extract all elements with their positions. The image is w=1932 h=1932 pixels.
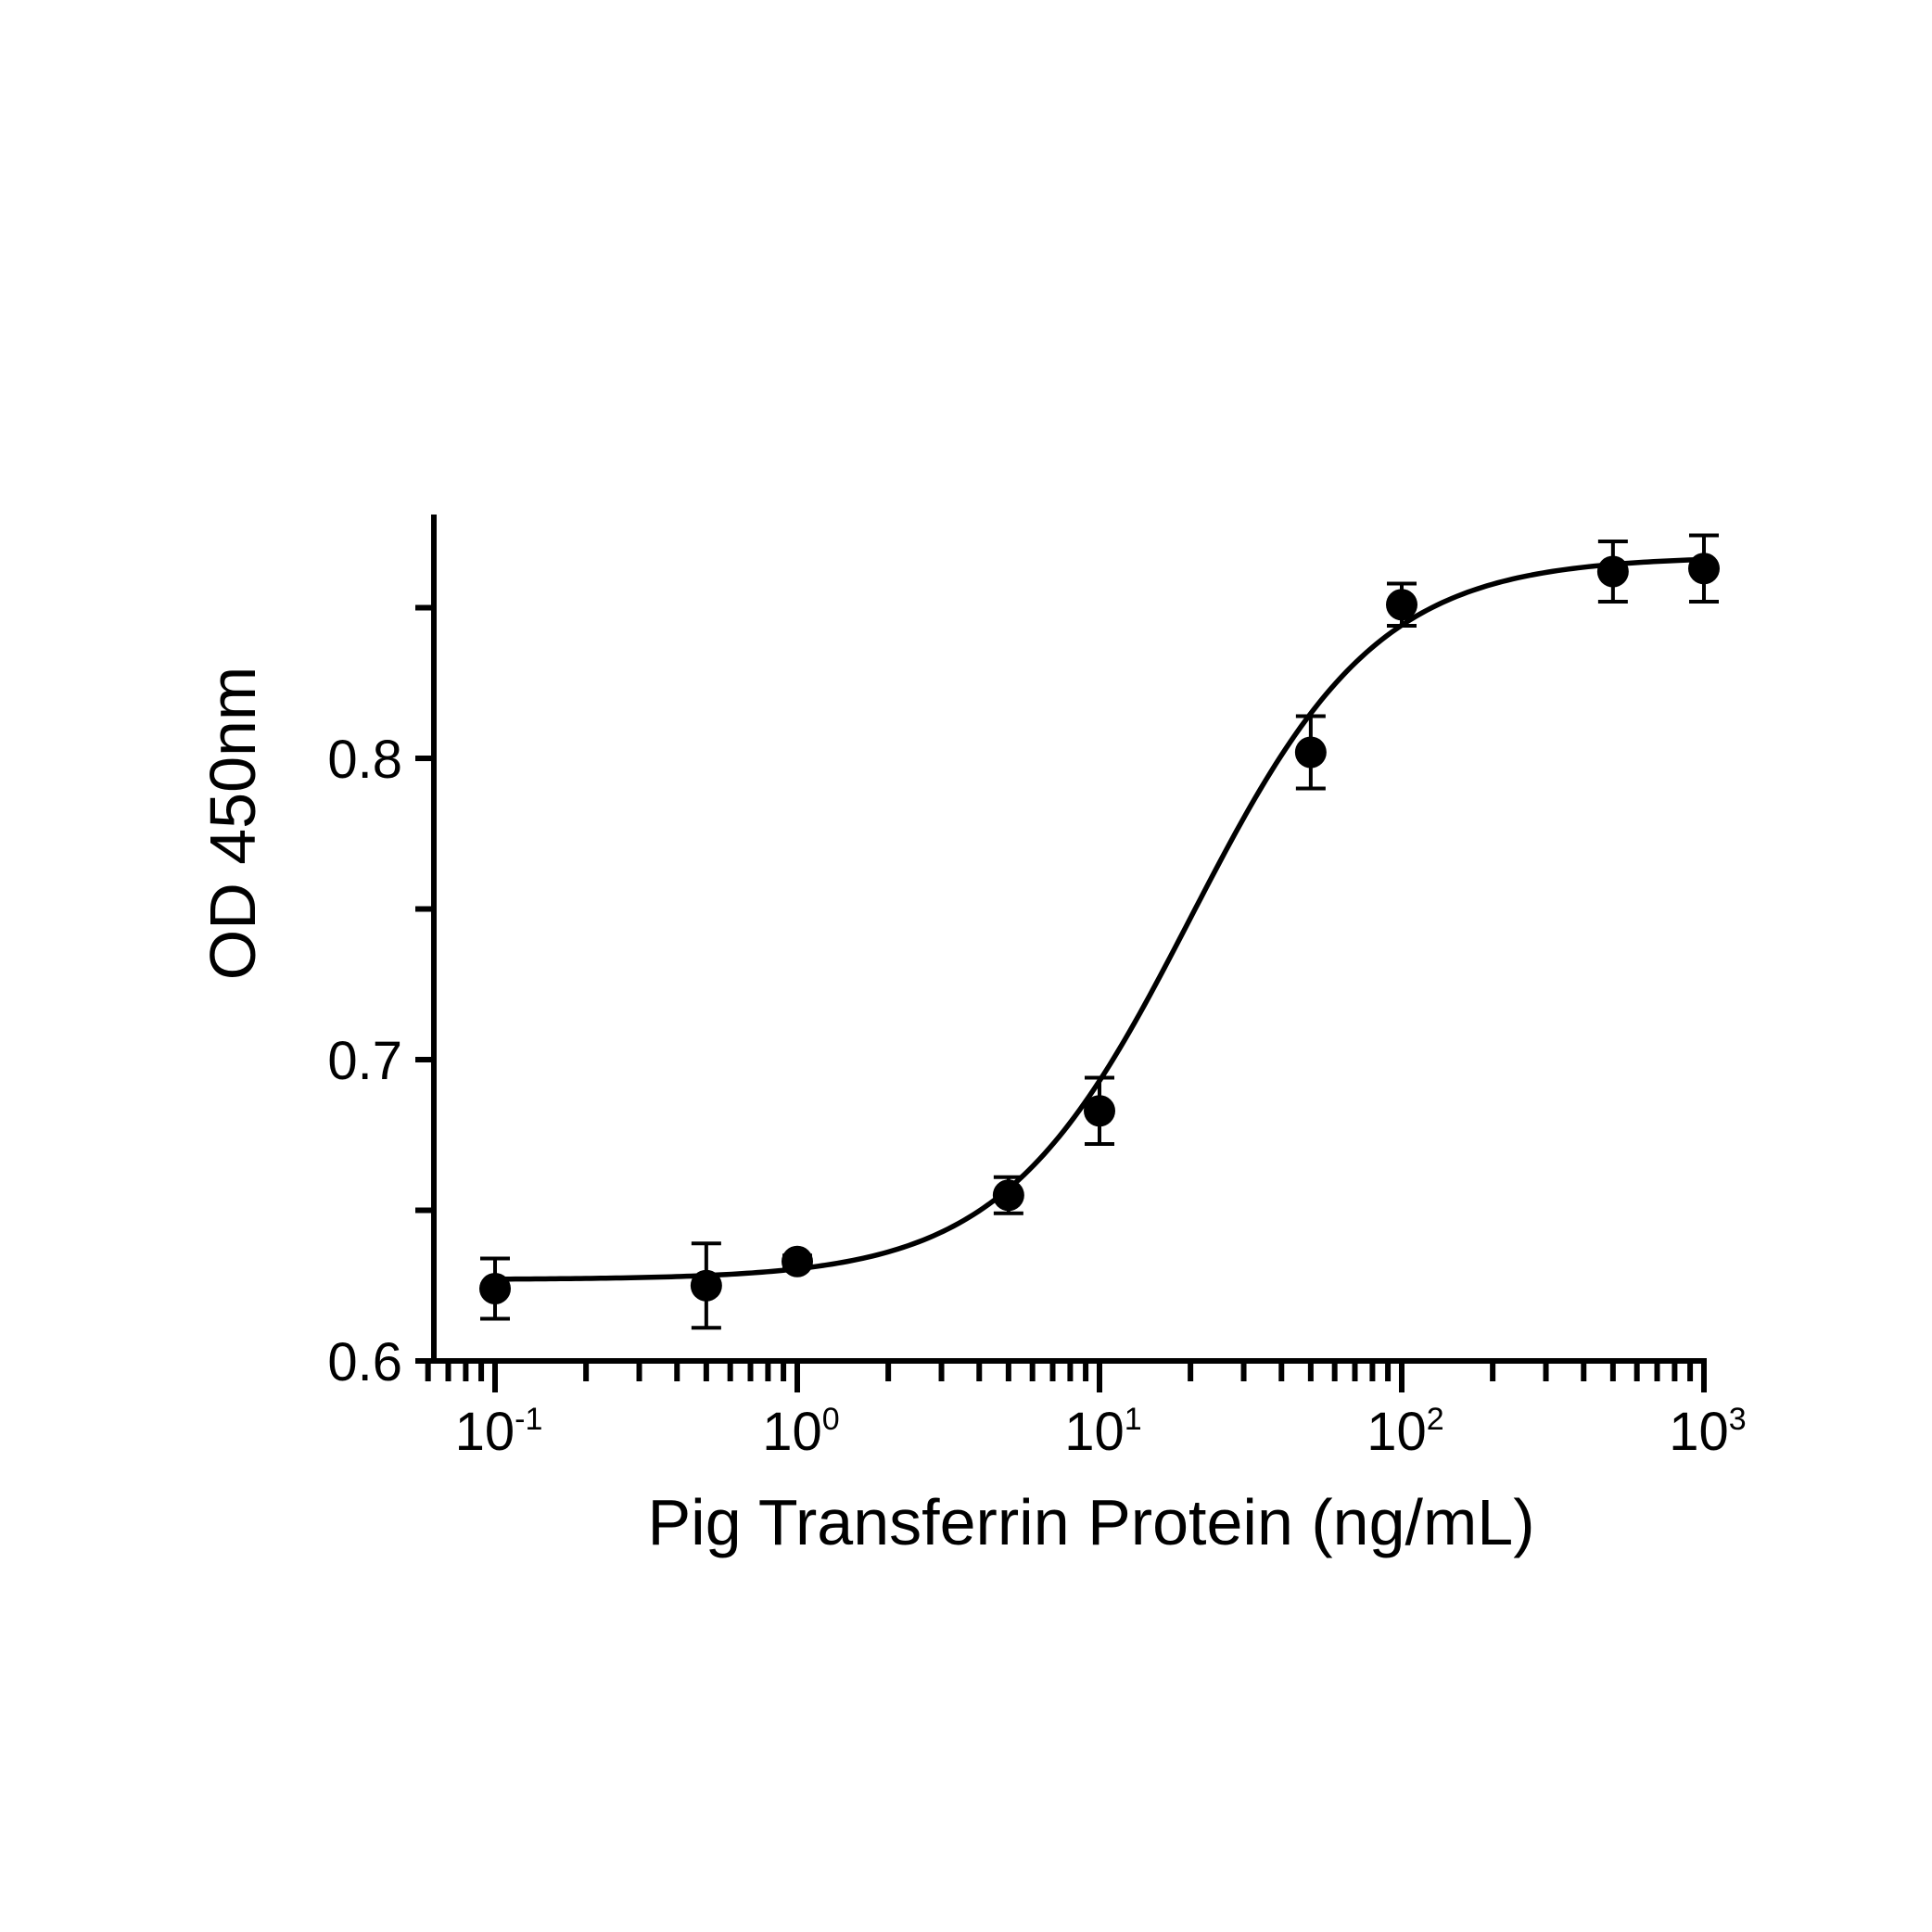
x-axis-title: Pig Transferrin Protein (ng/mL): [647, 1486, 1534, 1558]
data-point: [479, 1273, 511, 1304]
data-point: [690, 1269, 722, 1302]
data-points-layer: [479, 553, 1720, 1304]
x-tick-label: 102: [1366, 1402, 1443, 1462]
x-tick-label: 100: [762, 1402, 839, 1462]
y-axis-title: OD 450nm: [197, 667, 269, 980]
y-tick-label: 0.6: [327, 1332, 402, 1392]
data-point: [1386, 589, 1417, 621]
data-point: [992, 1179, 1024, 1212]
data-point: [1688, 553, 1720, 585]
x-tick-label: 101: [1064, 1402, 1141, 1462]
data-point: [1084, 1095, 1115, 1127]
data-point: [782, 1245, 813, 1277]
data-point: [1294, 736, 1327, 769]
x-tick-label: 10-1: [455, 1402, 543, 1462]
axes-layer: 0.6 0.7 0.8 10-1 100 101 102 103: [327, 515, 1747, 1462]
data-point: [1596, 555, 1629, 588]
error-bars-layer: [480, 533, 1719, 1330]
y-tick-label: 0.8: [327, 730, 402, 790]
fit-curve-layer: [494, 556, 1705, 1282]
x-tick-label: 103: [1669, 1402, 1746, 1462]
fit-curve: [494, 556, 1705, 1282]
y-tick-label: 0.7: [327, 1031, 402, 1091]
